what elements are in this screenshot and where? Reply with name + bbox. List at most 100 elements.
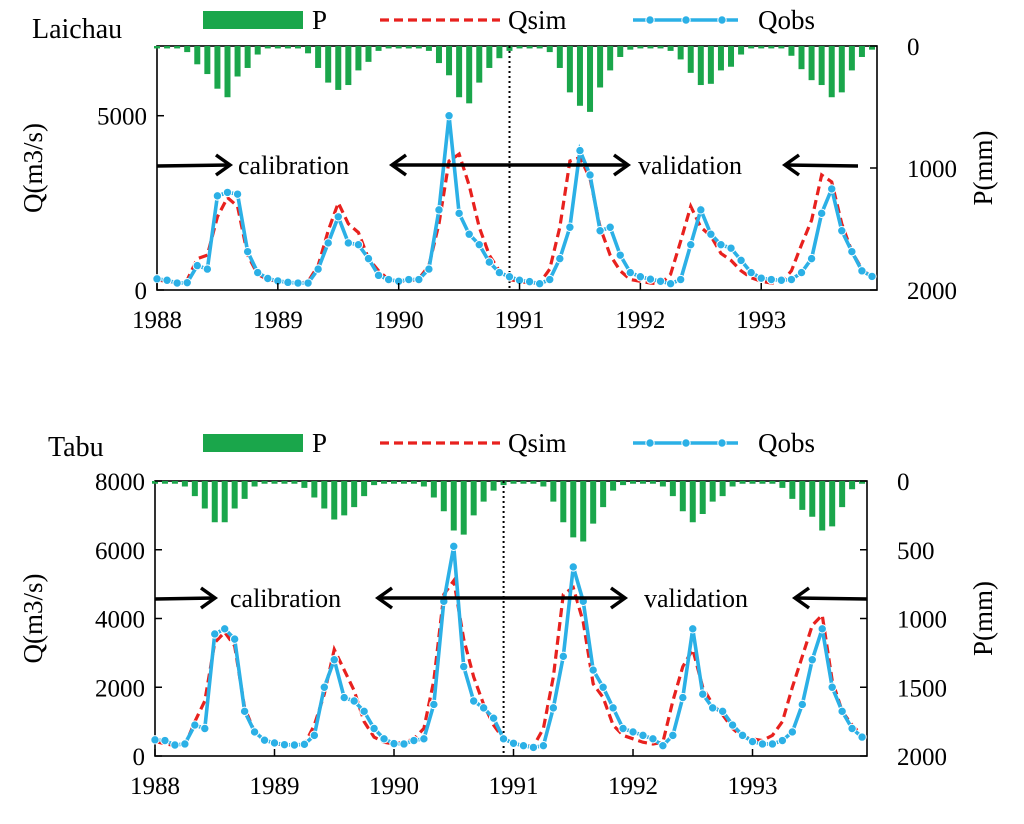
qobs-point (212, 191, 223, 201)
qobs-point (757, 739, 768, 749)
precip-bar (181, 481, 188, 487)
y-tick-label: 6000 (95, 538, 145, 565)
qobs-point (299, 739, 310, 750)
precip-bar (415, 46, 422, 49)
y-tick-label: 0 (135, 278, 148, 305)
qobs-point (618, 723, 628, 734)
qobs-point (232, 189, 243, 199)
x-tick-label: 1991 (489, 773, 539, 800)
qobs-point (817, 624, 827, 634)
legend-label-qobs: Qobs (758, 5, 815, 35)
calibration-left-arrow (154, 596, 216, 601)
arrow-head (374, 586, 394, 610)
precip-bar (224, 46, 231, 98)
precip-bar (679, 481, 686, 512)
precip-bar (204, 46, 211, 75)
qobs-point (383, 274, 394, 285)
precip-bar (697, 46, 704, 86)
qobs-point (605, 222, 615, 232)
qobs-point (585, 170, 595, 180)
validation-label: validation (638, 151, 742, 180)
qobs-point (737, 730, 748, 741)
qobs-point (379, 734, 389, 744)
precip-bar (769, 481, 776, 484)
precip-bar (859, 481, 866, 484)
legend-marker-qobs (645, 15, 655, 25)
qobs-point (565, 222, 575, 232)
precip-bar (321, 481, 328, 509)
qobs-point (498, 734, 509, 744)
precip-bar (758, 46, 765, 49)
arrow-head (199, 586, 219, 610)
qobs-point (283, 277, 293, 288)
qobs-point (598, 682, 608, 692)
precip-bar (798, 46, 805, 70)
qobs-point (263, 273, 273, 284)
qobs-point (309, 730, 320, 741)
precip-bar (849, 481, 856, 490)
precip-bar (385, 46, 392, 49)
precip-bar (610, 481, 617, 491)
qobs-point (668, 730, 678, 741)
qobs-point (190, 720, 200, 730)
precip-bar (446, 46, 453, 76)
precip-bar (566, 46, 573, 93)
y2-tick-label: 500 (897, 538, 935, 565)
legend-label-qobs: Qobs (758, 428, 815, 458)
precip-bar (556, 46, 563, 68)
qobs-point (528, 742, 539, 753)
precip-bar (254, 46, 261, 55)
precip-bar (587, 46, 594, 112)
qobs-point (756, 273, 766, 283)
y-tick-label: 5000 (97, 104, 147, 131)
x-tick-label: 1991 (495, 307, 545, 334)
y2-tick-label: 0 (897, 469, 910, 496)
validation-right-arrow (794, 596, 868, 601)
precip-bar (294, 46, 301, 49)
precip-bar (315, 46, 322, 68)
precip-bar (530, 481, 537, 484)
qobs-point (726, 243, 736, 253)
precip-bar (251, 481, 258, 487)
precip-bar (620, 481, 627, 486)
x-tick-label: 1988 (132, 307, 182, 334)
precip-bar (699, 481, 706, 514)
qobs-point (329, 655, 339, 665)
y-tick-label: 0 (133, 744, 146, 771)
precip-bar (480, 481, 487, 502)
qobs-point (239, 706, 250, 717)
y2-tick-label: 2000 (897, 744, 947, 771)
qobs-point (150, 735, 160, 745)
precip-bar (486, 46, 493, 68)
qobs-point (369, 723, 379, 734)
qobs-point (152, 274, 162, 284)
precip-bar (375, 46, 382, 51)
qobs-point (595, 226, 605, 236)
tabu-panel: 0 2000 4000 6000 8000 0 500 1000 1500 2000 1988 198… (18, 428, 998, 800)
station-label: Tabu (48, 432, 104, 463)
qobs-point (200, 723, 210, 734)
precip-bar (667, 46, 674, 51)
precip-bar (707, 46, 714, 84)
precip-bar (335, 46, 342, 90)
precip-bar (719, 481, 726, 497)
precip-bar (171, 481, 178, 484)
precip-bar (848, 46, 855, 71)
precip-bar (355, 46, 362, 71)
precip-bar (470, 481, 477, 516)
precip-bar (351, 481, 358, 508)
x-tick-label: 1992 (608, 773, 658, 800)
qobs-point (242, 246, 253, 257)
precip-bar (657, 46, 664, 49)
precip-bar (607, 46, 614, 71)
qobs-point (303, 278, 313, 288)
arrow-head (781, 153, 801, 177)
qobs-point (588, 665, 598, 675)
legend-marker-qobs (717, 438, 727, 448)
y-tick-label: 2000 (95, 675, 145, 702)
y2-tick-label: 1500 (897, 675, 947, 702)
precip-bar (281, 481, 288, 484)
x-tick-label: 1993 (728, 773, 778, 800)
qobs-point (555, 253, 565, 264)
qobs-point (777, 735, 788, 746)
